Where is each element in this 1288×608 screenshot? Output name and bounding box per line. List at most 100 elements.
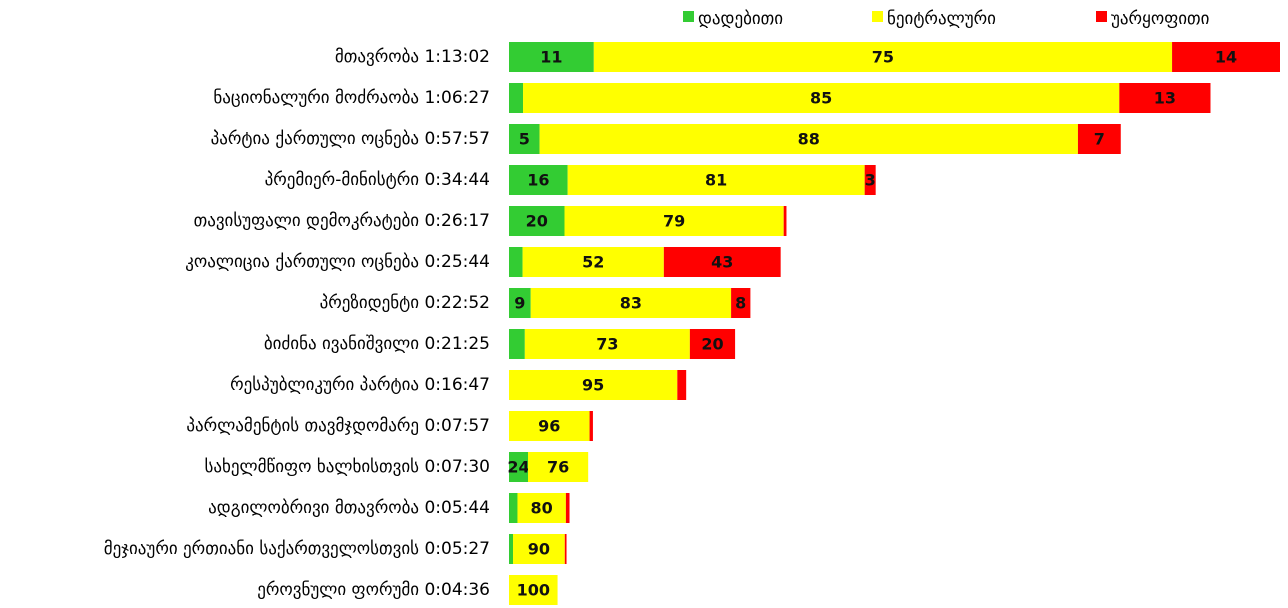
bar-segment (509, 370, 678, 400)
bar-segment (509, 206, 565, 236)
bar-segment (677, 370, 687, 400)
category-name: ეროვნული ფორუმი (257, 580, 419, 600)
category-label: მეჯიაური ერთიანი საქართველოსთვის 0:05:27 (104, 539, 490, 559)
duration: 0:34:44 (424, 170, 490, 190)
bar-segment (1119, 83, 1211, 113)
bar-segment (509, 83, 524, 113)
legend-swatch (1096, 11, 1107, 22)
category-label: რესპუბლიკური პარტია 0:16:47 (230, 375, 490, 395)
bar-segment (567, 165, 865, 195)
category-name: პარლამენტის თავმჯდომარე (186, 416, 419, 436)
bar-segment (539, 124, 1078, 154)
bar-segment (593, 42, 1173, 72)
duration: 0:25:44 (424, 252, 490, 272)
duration: 1:06:27 (424, 88, 490, 108)
legend-label: დადებითი (698, 9, 783, 29)
bar-segment (589, 411, 593, 441)
bar-segment (509, 329, 525, 359)
duration: 0:21:25 (424, 334, 490, 354)
value-label: 9 (514, 294, 525, 313)
bar-segment (509, 247, 523, 277)
category-label: ნაციონალური მოძრაობა 1:06:27 (213, 88, 490, 108)
bar-segment (509, 575, 558, 605)
bar-segment (513, 534, 565, 564)
category-name: ნაციონალური მოძრაობა (213, 88, 419, 108)
value-label: 100 (517, 581, 550, 600)
bar-segment (689, 329, 736, 359)
value-label: 5 (519, 130, 530, 149)
category-label: კოალიცია ქართული ოცნება 0:25:44 (185, 252, 490, 272)
duration: 0:05:44 (424, 498, 490, 518)
category-label: ადგილობრივი მთავრობა 0:05:44 (208, 498, 490, 518)
value-label: 7 (1094, 130, 1105, 149)
value-label: 13 (1154, 89, 1176, 108)
bar-segment (509, 534, 514, 564)
bar-segment (864, 165, 876, 195)
value-label: 24 (507, 458, 529, 477)
duration: 0:57:57 (424, 129, 490, 149)
duration: 0:07:57 (424, 416, 490, 436)
value-label: 76 (547, 458, 569, 477)
value-label: 81 (705, 171, 727, 190)
duration: 0:26:17 (424, 211, 490, 231)
category-label: თავისუფალი დემოკრატები 0:26:17 (194, 211, 490, 231)
value-label: 20 (701, 335, 723, 354)
value-label: 88 (798, 130, 820, 149)
value-label: 75 (872, 48, 894, 67)
category-name: პარტია ქართული ოცნება (211, 129, 419, 149)
bar-segment (517, 493, 566, 523)
bar-segment (509, 452, 529, 482)
bar-segment (509, 124, 540, 154)
bar-segment (528, 452, 589, 482)
value-label: 20 (526, 212, 548, 231)
value-label: 8 (735, 294, 746, 313)
category-label: პარლამენტის თავმჯდომარე 0:07:57 (186, 416, 490, 436)
legend-label: უარყოფითი (1111, 9, 1209, 29)
category-label: პრემიერ-მინისტრი 0:34:44 (265, 170, 490, 190)
category-name: თავისუფალი დემოკრატები (194, 211, 419, 231)
value-label: 83 (620, 294, 642, 313)
bar-segment (522, 247, 664, 277)
bar-segment (523, 83, 1120, 113)
duration: 0:04:36 (424, 580, 490, 600)
value-label: 43 (711, 253, 733, 272)
duration: 0:05:27 (424, 539, 490, 559)
bar-segment (565, 493, 570, 523)
bar-segment (564, 206, 784, 236)
value-label: 3 (865, 171, 876, 190)
value-label: 14 (1215, 48, 1237, 67)
bar-segment (1172, 42, 1280, 72)
bar-segment (509, 42, 594, 72)
bar-segment (1077, 124, 1121, 154)
duration: 0:07:30 (424, 457, 490, 477)
duration: 0:16:47 (424, 375, 490, 395)
category-name: მთავრობა (335, 47, 419, 67)
value-label: 95 (582, 376, 604, 395)
category-label: ეროვნული ფორუმი 0:04:36 (257, 580, 490, 600)
value-label: 96 (538, 417, 560, 436)
category-label: მთავრობა 1:13:02 (335, 47, 490, 67)
value-label: 80 (531, 499, 553, 518)
value-label: 90 (528, 540, 550, 559)
duration: 1:13:02 (424, 47, 490, 67)
duration: 0:22:52 (424, 293, 490, 313)
value-label: 52 (582, 253, 604, 272)
category-name: კოალიცია ქართული ოცნება (185, 252, 419, 272)
value-label: 73 (596, 335, 618, 354)
legend-label: ნეიტრალური (887, 9, 996, 29)
bar-segment (663, 247, 781, 277)
bar-segment (509, 165, 568, 195)
bar-segment (524, 329, 690, 359)
value-label: 11 (540, 48, 562, 67)
category-name: ბიძინა ივანიშვილი (264, 334, 419, 354)
category-label: ბიძინა ივანიშვილი 0:21:25 (264, 334, 490, 354)
bar-segment (530, 288, 732, 318)
category-label: პრეზიდენტი 0:22:52 (320, 293, 490, 313)
value-label: 79 (663, 212, 685, 231)
bar-segment (509, 493, 518, 523)
bar-segment (783, 206, 787, 236)
legend-swatch (872, 11, 883, 22)
category-name: პრეზიდენტი (320, 293, 419, 313)
bar-segment (731, 288, 751, 318)
